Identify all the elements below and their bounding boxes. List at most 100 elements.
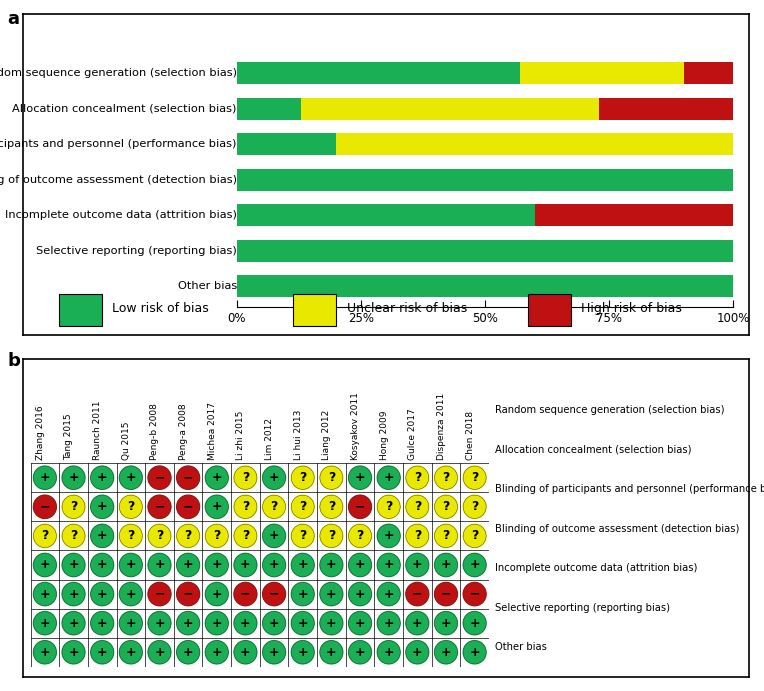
Circle shape: [234, 466, 257, 489]
Text: Blinding of outcome assessment (detection bias): Blinding of outcome assessment (detectio…: [496, 524, 740, 533]
Text: a: a: [8, 10, 20, 28]
Text: +: +: [212, 587, 222, 600]
Text: Other bias: Other bias: [496, 642, 547, 652]
Text: Incomplete outcome data (attrition bias): Incomplete outcome data (attrition bias): [496, 563, 698, 573]
Bar: [237, 133, 336, 155]
Text: ?: ?: [213, 529, 221, 542]
Text: Gulce 2017: Gulce 2017: [408, 408, 417, 460]
Text: −: −: [154, 587, 165, 600]
Text: +: +: [469, 616, 480, 630]
Text: +: +: [269, 471, 280, 484]
Text: +: +: [354, 471, 365, 484]
Text: +: +: [384, 646, 394, 659]
Text: Li zhi 2015: Li zhi 2015: [236, 411, 245, 460]
Circle shape: [435, 553, 458, 576]
Text: High risk of bias: High risk of bias: [581, 303, 682, 315]
Circle shape: [463, 553, 486, 576]
Text: Hong 2009: Hong 2009: [380, 410, 389, 460]
Circle shape: [62, 641, 85, 664]
Text: +: +: [40, 616, 50, 630]
Text: +: +: [269, 646, 280, 659]
Circle shape: [176, 466, 199, 489]
Circle shape: [348, 495, 371, 518]
Text: ?: ?: [241, 471, 249, 484]
Circle shape: [62, 583, 85, 606]
Text: +: +: [354, 558, 365, 571]
Text: +: +: [212, 646, 222, 659]
Text: Liang 2012: Liang 2012: [322, 410, 332, 460]
Text: +: +: [469, 558, 480, 571]
Text: Michea 2017: Michea 2017: [208, 402, 217, 460]
Circle shape: [291, 641, 314, 664]
Text: Other bias: Other bias: [177, 281, 237, 291]
Text: +: +: [326, 587, 337, 600]
Circle shape: [348, 466, 371, 489]
Circle shape: [348, 612, 371, 635]
Circle shape: [62, 495, 85, 518]
Circle shape: [348, 583, 371, 606]
Circle shape: [406, 641, 429, 664]
Bar: [237, 275, 733, 297]
Text: ?: ?: [328, 529, 335, 542]
Text: ?: ?: [328, 500, 335, 513]
Text: Random sequence generation (selection bias): Random sequence generation (selection bi…: [0, 68, 237, 78]
Circle shape: [263, 495, 286, 518]
Text: +: +: [212, 558, 222, 571]
Text: +: +: [125, 587, 136, 600]
Text: Low risk of bias: Low risk of bias: [112, 303, 209, 315]
Circle shape: [320, 466, 343, 489]
Text: +: +: [40, 646, 50, 659]
Text: b: b: [8, 352, 21, 370]
Text: +: +: [97, 558, 108, 571]
Text: −: −: [183, 587, 193, 600]
Text: ?: ?: [442, 471, 450, 484]
Text: +: +: [297, 587, 308, 600]
Circle shape: [348, 553, 371, 576]
Text: −: −: [154, 471, 165, 484]
Text: −: −: [354, 500, 365, 513]
Text: +: +: [68, 471, 79, 484]
Bar: [302, 97, 599, 120]
Circle shape: [91, 466, 114, 489]
Text: +: +: [154, 616, 165, 630]
Text: +: +: [68, 646, 79, 659]
Text: ?: ?: [471, 529, 478, 542]
Circle shape: [406, 612, 429, 635]
Circle shape: [263, 583, 286, 606]
Circle shape: [62, 466, 85, 489]
Circle shape: [176, 583, 199, 606]
Text: +: +: [183, 646, 193, 659]
Circle shape: [34, 641, 57, 664]
Circle shape: [234, 524, 257, 547]
Text: +: +: [269, 616, 280, 630]
Circle shape: [291, 612, 314, 635]
Text: Dispenza 2011: Dispenza 2011: [437, 393, 446, 460]
Bar: [520, 62, 684, 84]
Text: +: +: [97, 500, 108, 513]
Text: +: +: [384, 558, 394, 571]
Text: ?: ?: [299, 529, 306, 542]
Circle shape: [91, 524, 114, 547]
Text: +: +: [212, 500, 222, 513]
Circle shape: [320, 553, 343, 576]
Text: Blinding of outcome assessment (detection bias): Blinding of outcome assessment (detectio…: [0, 175, 237, 184]
Circle shape: [435, 495, 458, 518]
Text: +: +: [412, 558, 422, 571]
Text: ?: ?: [299, 500, 306, 513]
Circle shape: [406, 553, 429, 576]
Text: ?: ?: [127, 500, 134, 513]
Circle shape: [176, 612, 199, 635]
Text: −: −: [441, 587, 452, 600]
Text: +: +: [412, 616, 422, 630]
Text: +: +: [412, 646, 422, 659]
Circle shape: [234, 583, 257, 606]
Text: +: +: [354, 646, 365, 659]
Circle shape: [348, 641, 371, 664]
Text: ?: ?: [328, 471, 335, 484]
Circle shape: [91, 495, 114, 518]
Text: Raunch 2011: Raunch 2011: [93, 401, 102, 460]
Text: +: +: [240, 646, 251, 659]
Text: ?: ?: [241, 529, 249, 542]
Circle shape: [119, 466, 142, 489]
Text: +: +: [326, 646, 337, 659]
